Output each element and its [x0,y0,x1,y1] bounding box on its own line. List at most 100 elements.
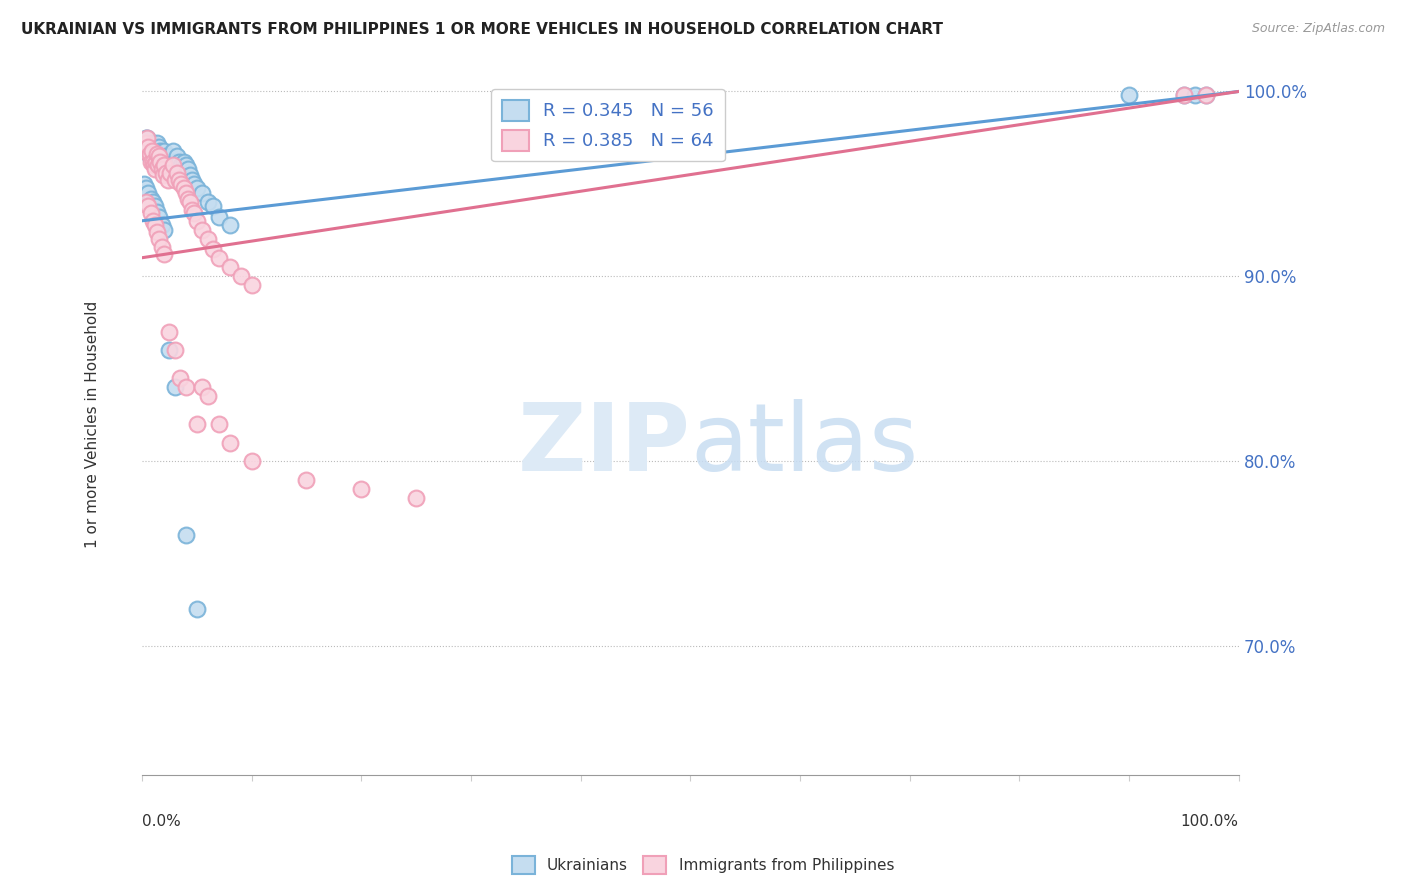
Point [197,389,219,403]
Point [142,158,165,172]
Point [240,454,263,468]
Point [157,325,180,339]
Point [167,154,190,169]
Point [142,149,165,163]
Point [138,149,160,163]
Point [183,206,205,220]
Point [138,140,160,154]
Point [150,218,173,232]
Point [135,130,157,145]
Point [152,223,174,237]
Point [170,177,193,191]
Point [139,144,162,158]
Point [138,147,160,161]
Point [186,180,208,194]
Point [143,199,166,213]
Point [150,162,173,177]
Point [191,223,214,237]
Point [186,417,208,431]
Text: Source: ZipAtlas.com: Source: ZipAtlas.com [1251,22,1385,36]
Point [240,278,263,293]
Point [135,180,157,194]
Point [1173,88,1195,103]
Point [139,206,162,220]
Point [218,218,240,232]
Point [163,380,186,394]
Point [152,158,174,172]
Point [1184,88,1206,103]
Point [148,149,170,163]
Point [142,195,165,210]
Point [152,154,174,169]
Point [157,173,180,187]
Point [166,166,188,180]
Point [229,269,252,284]
Text: UKRAINIAN VS IMMIGRANTS FROM PHILIPPINES 1 OR MORE VEHICLES IN HOUSEHOLD CORRELA: UKRAINIAN VS IMMIGRANTS FROM PHILIPPINES… [21,22,943,37]
Point [170,158,193,172]
Point [143,218,166,232]
Point [142,154,165,169]
Point [143,162,166,177]
Legend: Ukrainians, Immigrants from Philippines: Ukrainians, Immigrants from Philippines [506,850,900,880]
Point [142,144,165,158]
Point [174,380,197,394]
Point [1195,88,1218,103]
Point [159,166,181,180]
Point [146,147,169,161]
Point [138,140,160,154]
Point [150,149,173,163]
Point [132,144,155,158]
Point [191,186,214,200]
Point [138,186,160,200]
Point [149,154,172,169]
Text: 1 or more Vehicles in Household: 1 or more Vehicles in Household [84,301,100,548]
Point [139,154,162,169]
Point [207,417,229,431]
Point [136,130,159,145]
Point [186,602,208,616]
Point [148,149,170,163]
Point [191,380,214,394]
Point [163,173,186,187]
Point [157,343,180,358]
Point [174,158,197,172]
Point [135,136,157,151]
Point [218,435,240,450]
Point [173,180,195,194]
Point [1173,88,1195,103]
Point [148,210,170,224]
Point [138,199,160,213]
Point [149,144,172,158]
Text: 0.0%: 0.0% [142,814,180,829]
Point [405,491,427,505]
Point [132,177,155,191]
Point [202,242,225,256]
Point [152,247,174,261]
Point [148,140,170,154]
Point [142,214,165,228]
Point [152,144,174,158]
Point [183,177,205,191]
Point [174,528,197,542]
Point [155,166,177,180]
Point [174,186,197,200]
Point [155,149,177,163]
Point [167,173,190,187]
Text: atlas: atlas [690,399,918,491]
Point [150,240,173,254]
Point [197,195,219,210]
Point [159,149,181,163]
Point [141,136,163,151]
Point [146,136,169,151]
Point [1118,88,1140,103]
Point [173,154,195,169]
Point [197,232,219,246]
Point [132,140,155,154]
Point [207,210,229,224]
Point [181,173,204,187]
Point [157,154,180,169]
Point [145,144,167,158]
Point [350,482,373,496]
Point [177,162,200,177]
Legend: R = 0.345   N = 56, R = 0.385   N = 64: R = 0.345 N = 56, R = 0.385 N = 64 [491,89,724,161]
